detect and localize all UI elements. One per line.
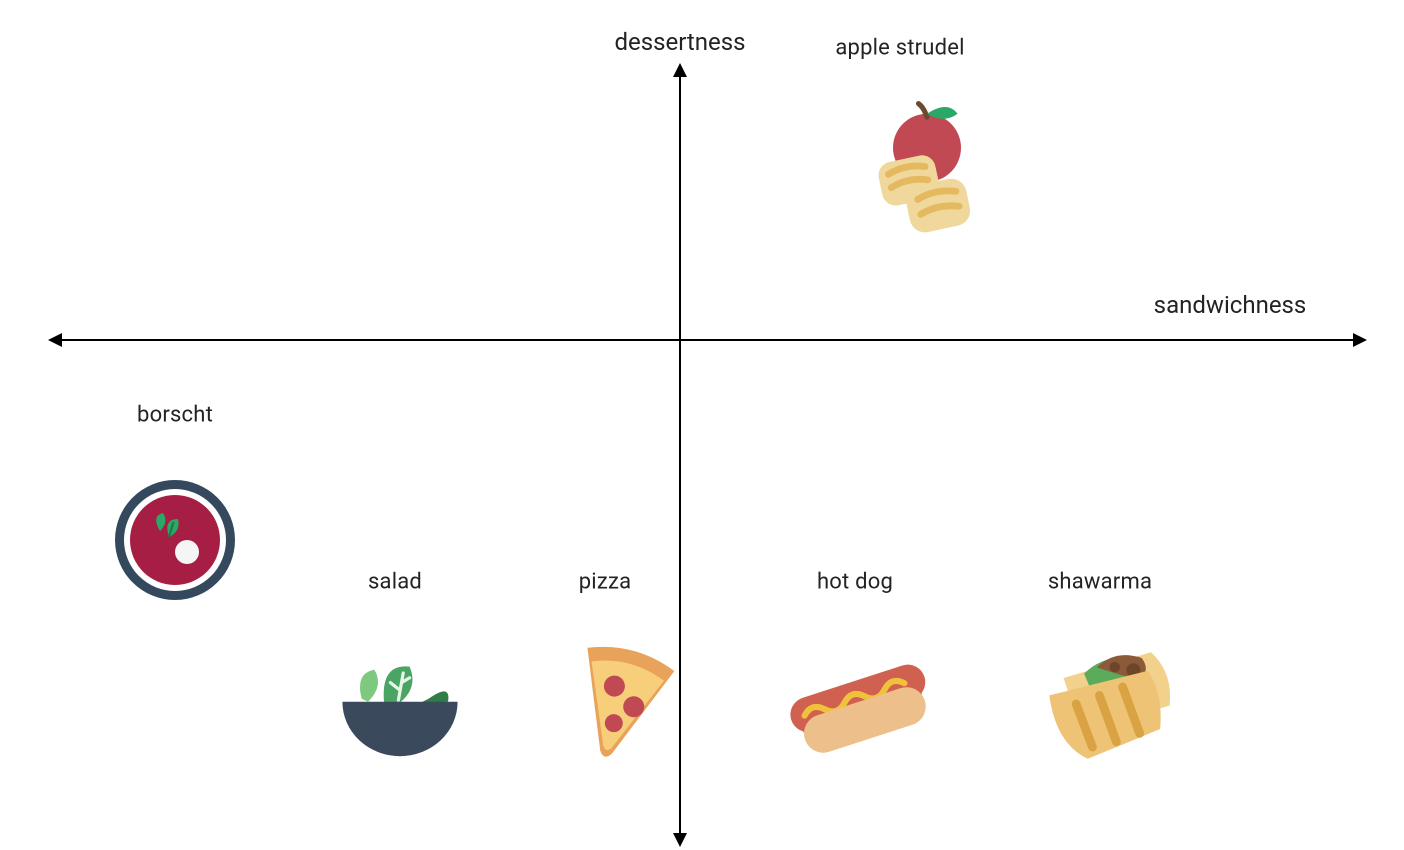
label-apple-strudel: apple strudel (835, 36, 964, 61)
label-pizza: pizza (579, 570, 632, 595)
label-shawarma: shawarma (1048, 570, 1152, 595)
borscht-icon (100, 465, 250, 615)
x-axis-label: sandwichness (1154, 291, 1307, 319)
apple-strudel-icon (825, 90, 995, 260)
label-salad: salad (368, 570, 422, 595)
label-hot-dog: hot dog (817, 570, 893, 595)
pizza-icon (545, 625, 695, 775)
salad-icon (320, 625, 480, 785)
y-axis-label: dessertness (614, 28, 745, 56)
quadrant-diagram: dessertness sandwichness apple strudel b… (0, 0, 1404, 850)
label-borscht: borscht (137, 403, 213, 428)
hot-dog-icon (773, 618, 948, 793)
shawarma-icon (1018, 618, 1193, 793)
